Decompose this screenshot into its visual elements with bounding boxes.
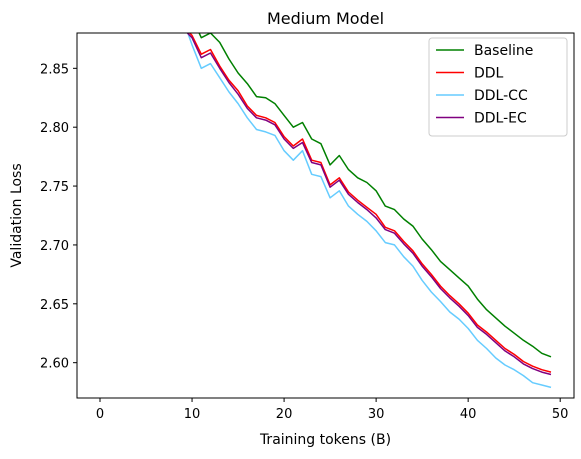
legend-label-baseline: Baseline bbox=[474, 43, 533, 59]
plot-frame bbox=[76, 32, 575, 399]
series-line-ddl bbox=[188, 33, 552, 373]
series-line-ddl-cc bbox=[187, 33, 552, 389]
y-tick-label: 2.60 bbox=[40, 357, 69, 372]
x-tick-label: 10 bbox=[184, 407, 201, 422]
chart-title: Medium Model bbox=[267, 9, 384, 28]
series-layer bbox=[186, 33, 552, 389]
y-tick-label: 2.85 bbox=[40, 62, 69, 77]
y-tick-label: 2.80 bbox=[40, 121, 69, 136]
x-tick-label: 50 bbox=[552, 407, 569, 422]
y-tick-label: 2.70 bbox=[40, 239, 69, 254]
x-tick-label: 40 bbox=[460, 407, 477, 422]
y-axis: 2.60 2.65 2.70 2.75 2.80 2.85 bbox=[40, 62, 77, 372]
series-line-ddl-ec bbox=[186, 33, 552, 376]
legend-label-ddl: DDL bbox=[474, 66, 504, 82]
x-axis-label: Training tokens (B) bbox=[259, 432, 391, 448]
x-tick-label: 20 bbox=[276, 407, 293, 422]
legend-box bbox=[428, 37, 568, 137]
y-tick-label: 2.65 bbox=[40, 298, 69, 313]
y-axis-label: Validation Loss bbox=[9, 163, 25, 267]
x-axis: 0 10 20 30 40 50 bbox=[96, 398, 569, 422]
series-line-baseline bbox=[198, 33, 552, 358]
legend: Baseline DDL DDL-CC DDL-EC bbox=[428, 37, 568, 137]
legend-label-ddl-cc: DDL-CC bbox=[474, 88, 528, 104]
x-tick-label: 30 bbox=[368, 407, 385, 422]
legend-label-ddl-ec: DDL-EC bbox=[474, 111, 527, 127]
x-tick-label: 0 bbox=[96, 407, 104, 422]
y-tick-label: 2.75 bbox=[40, 180, 69, 195]
